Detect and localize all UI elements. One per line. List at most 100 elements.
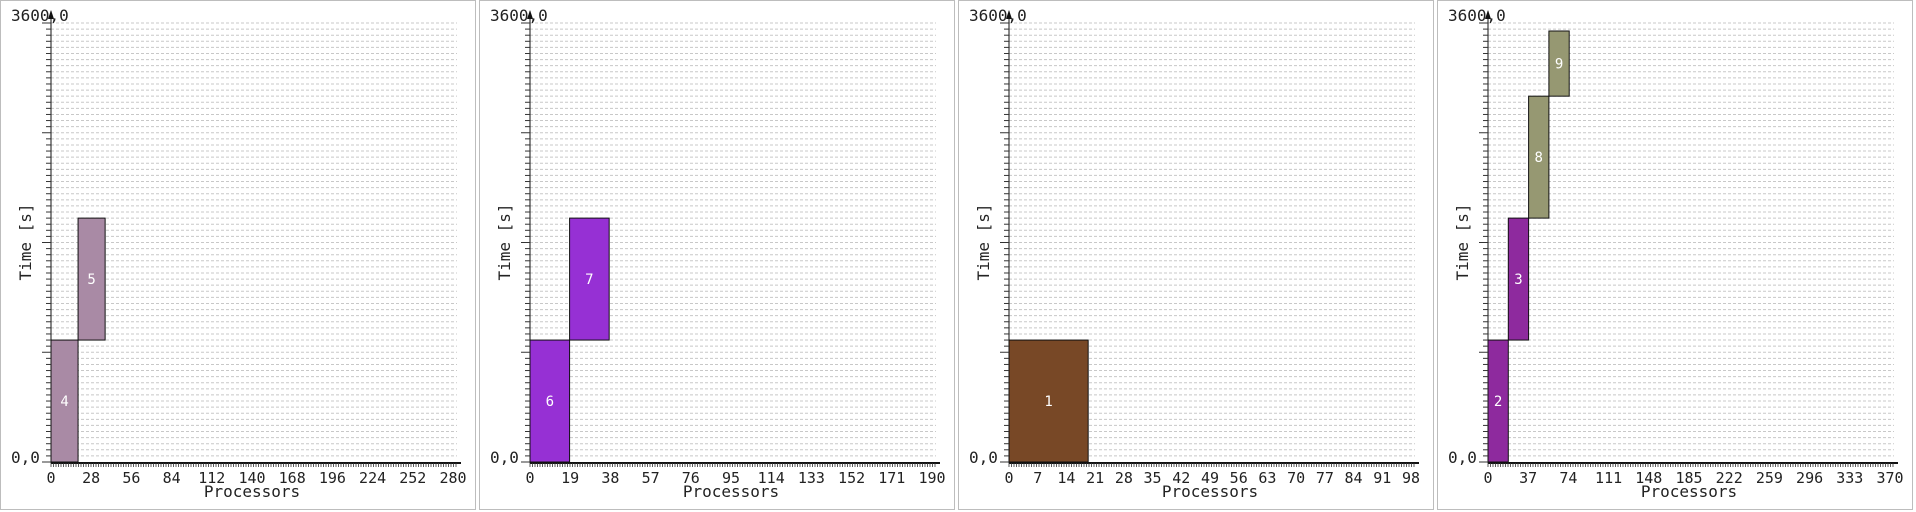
y-tick-marks — [1479, 22, 1488, 463]
job-block-3 — [1507, 217, 1530, 341]
x-tick-label: 95 — [722, 469, 740, 487]
x-tick-label: 370 — [1876, 469, 1903, 487]
chart-svg-2: 6 7 3600,0 0,0 Time [s] 0 19 38 57 76 95 114 133 152 1… — [490, 6, 946, 501]
job-label: 9 — [1555, 57, 1563, 73]
y-axis-label: Time [s] — [974, 203, 993, 280]
x-tick-label: 0 — [1483, 469, 1492, 487]
x-axis-label: Processors — [1162, 482, 1258, 501]
x-tick-label: 222 — [1716, 469, 1743, 487]
job-label: 3 — [1514, 272, 1522, 288]
job-block-7 — [569, 217, 610, 341]
x-tick-label: 84 — [1345, 469, 1363, 487]
chart-panel-4: 2 3 8 9 3600,0 0,0 Time [s] 0 37 74 111 148 185 222 25… — [1437, 0, 1913, 510]
y-min-label: 0,0 — [1448, 448, 1477, 467]
x-tick-label: 133 — [798, 469, 825, 487]
x-tick-label: 259 — [1756, 469, 1783, 487]
x-tick-label: 296 — [1796, 469, 1823, 487]
chart-svg-3: 1 3600,0 0,0 Time [s] 0 7 14 21 28 35 42 49 56 63 70 77… — [969, 6, 1420, 501]
chart-svg-4: 2 3 8 9 3600,0 0,0 Time [s] 0 37 74 111 148 185 222 25… — [1448, 6, 1904, 501]
y-axis-arrow — [1485, 10, 1491, 19]
x-axis-label: Processors — [204, 482, 300, 501]
x-tick-label: 333 — [1836, 469, 1863, 487]
x-tick-label: 57 — [642, 469, 660, 487]
x-tick-label: 49 — [1201, 469, 1219, 487]
x-tick-label: 152 — [838, 469, 865, 487]
x-tick-label: 84 — [163, 469, 181, 487]
job-label: 8 — [1535, 150, 1543, 166]
job-label: 2 — [1494, 394, 1502, 410]
job-label: 7 — [585, 272, 593, 288]
y-min-label: 0,0 — [11, 448, 40, 467]
x-tick-label: 114 — [758, 469, 785, 487]
x-tick-marks — [1008, 463, 1415, 467]
y-max-label: 3600,0 — [490, 6, 548, 25]
x-tick-label: 91 — [1373, 469, 1391, 487]
x-tick-label: 171 — [878, 469, 905, 487]
x-tick-label: 196 — [319, 469, 346, 487]
y-max-label: 3600,0 — [969, 6, 1027, 25]
x-tick-label: 19 — [561, 469, 579, 487]
job-block-5 — [77, 217, 106, 341]
y-tick-marks — [42, 22, 51, 463]
x-tick-marks — [529, 463, 936, 467]
x-tick-label: 280 — [439, 469, 466, 487]
x-tick-label: 148 — [1635, 469, 1662, 487]
job-label: 1 — [1044, 394, 1052, 410]
x-tick-label: 0 — [1004, 469, 1013, 487]
y-tick-marks — [521, 22, 530, 463]
x-tick-label: 98 — [1402, 469, 1420, 487]
x-tick-marks — [1487, 463, 1894, 467]
x-tick-label: 252 — [399, 469, 426, 487]
x-tick-label: 21 — [1086, 469, 1104, 487]
job-label: 6 — [546, 394, 554, 410]
y-min-label: 0,0 — [490, 448, 519, 467]
x-axis-label: Processors — [1641, 482, 1737, 501]
x-tick-label: 38 — [601, 469, 619, 487]
grid-lines — [51, 22, 457, 457]
y-max-label: 3600,0 — [1448, 6, 1506, 25]
job-block-1 — [1008, 339, 1089, 463]
x-tick-label: 74 — [1559, 469, 1577, 487]
x-tick-label: 112 — [198, 469, 225, 487]
y-axis-arrow — [48, 10, 54, 19]
x-tick-label: 140 — [238, 469, 265, 487]
x-tick-label: 63 — [1258, 469, 1276, 487]
y-axis-label: Time [s] — [16, 203, 35, 280]
x-tick-label: 111 — [1595, 469, 1622, 487]
x-tick-label: 56 — [122, 469, 140, 487]
job-block-8 — [1528, 95, 1550, 219]
x-tick-label: 0 — [525, 469, 534, 487]
x-tick-label: 28 — [1115, 469, 1133, 487]
x-tick-label: 28 — [82, 469, 100, 487]
x-tick-label: 0 — [46, 469, 55, 487]
x-tick-label: 37 — [1519, 469, 1537, 487]
x-tick-label: 190 — [918, 469, 945, 487]
y-axis-arrow — [1006, 10, 1012, 19]
x-tick-label: 168 — [279, 469, 306, 487]
y-axis-label: Time [s] — [495, 203, 514, 280]
x-tick-label: 56 — [1230, 469, 1248, 487]
x-tick-label: 42 — [1172, 469, 1190, 487]
job-label: 5 — [87, 272, 95, 288]
y-min-label: 0,0 — [969, 448, 998, 467]
x-tick-label: 14 — [1057, 469, 1075, 487]
x-tick-label: 77 — [1316, 469, 1334, 487]
x-tick-marks — [50, 463, 457, 467]
x-tick-label: 76 — [682, 469, 700, 487]
y-max-label: 3600,0 — [11, 6, 69, 25]
x-axis-label: Processors — [683, 482, 779, 501]
x-tick-label: 224 — [359, 469, 386, 487]
x-tick-label: 70 — [1287, 469, 1305, 487]
x-tick-label: 7 — [1033, 469, 1042, 487]
chart-panel-2: 6 7 3600,0 0,0 Time [s] 0 19 38 57 76 95 114 133 152 1… — [479, 0, 955, 510]
chart-panel-3: 1 3600,0 0,0 Time [s] 0 7 14 21 28 35 42 49 56 63 70 77… — [958, 0, 1434, 510]
chart-svg-1: 4 5 3600,0 0,0 Time [s] 0 28 56 84 112 140 168 196 22… — [11, 6, 467, 501]
job-label: 4 — [60, 394, 68, 410]
job-block-9 — [1548, 30, 1570, 97]
y-axis-label: Time [s] — [1453, 203, 1472, 280]
x-tick-label: 35 — [1144, 469, 1162, 487]
y-tick-marks — [1000, 22, 1009, 463]
chart-panel-1: 4 5 3600,0 0,0 Time [s] 0 28 56 84 112 140 168 196 22… — [0, 0, 476, 510]
y-axis-arrow — [527, 10, 533, 19]
x-tick-label: 185 — [1675, 469, 1702, 487]
